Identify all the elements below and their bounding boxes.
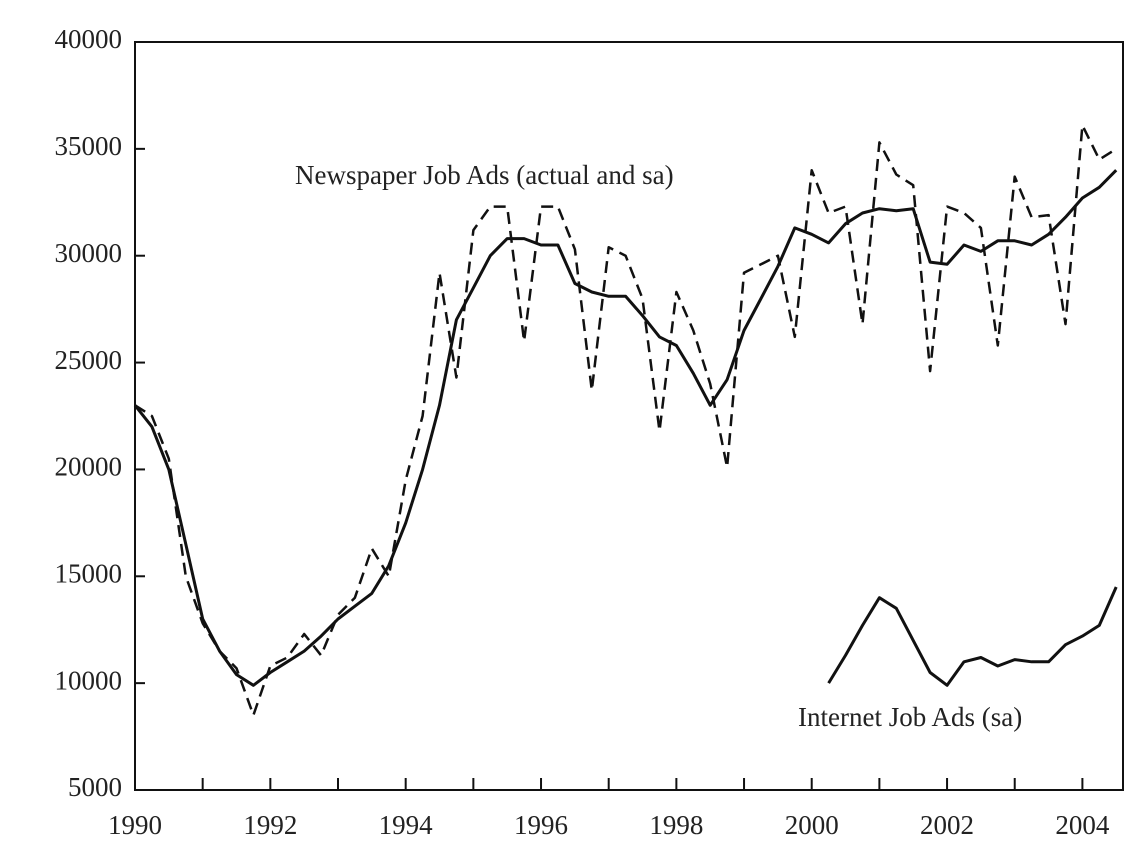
series-line	[827, 586, 1118, 687]
x-tick-label: 2004	[1055, 810, 1110, 840]
x-tick-label: 1994	[379, 810, 434, 840]
annotation: Internet Job Ads (sa)	[798, 702, 1022, 732]
x-tick-label: 1998	[649, 810, 703, 840]
y-tick-label: 25000	[55, 345, 123, 375]
y-tick-label: 5000	[68, 772, 122, 802]
y-tick-label: 10000	[55, 665, 123, 695]
x-tick-label: 1992	[243, 810, 297, 840]
x-tick-label: 2000	[785, 810, 839, 840]
y-tick-label: 35000	[55, 131, 123, 161]
y-tick-label: 15000	[55, 558, 123, 588]
annotation: Newspaper Job Ads (actual and sa)	[295, 160, 674, 190]
y-tick-label: 20000	[55, 452, 123, 482]
y-tick-label: 40000	[55, 24, 123, 54]
plot-frame	[134, 41, 1124, 791]
x-tick-label: 1996	[514, 810, 568, 840]
series-line	[133, 169, 1118, 687]
series-line	[134, 124, 1117, 717]
x-tick-label: 2002	[920, 810, 974, 840]
x-tick-label: 1990	[108, 810, 162, 840]
y-tick-label: 30000	[55, 238, 123, 268]
